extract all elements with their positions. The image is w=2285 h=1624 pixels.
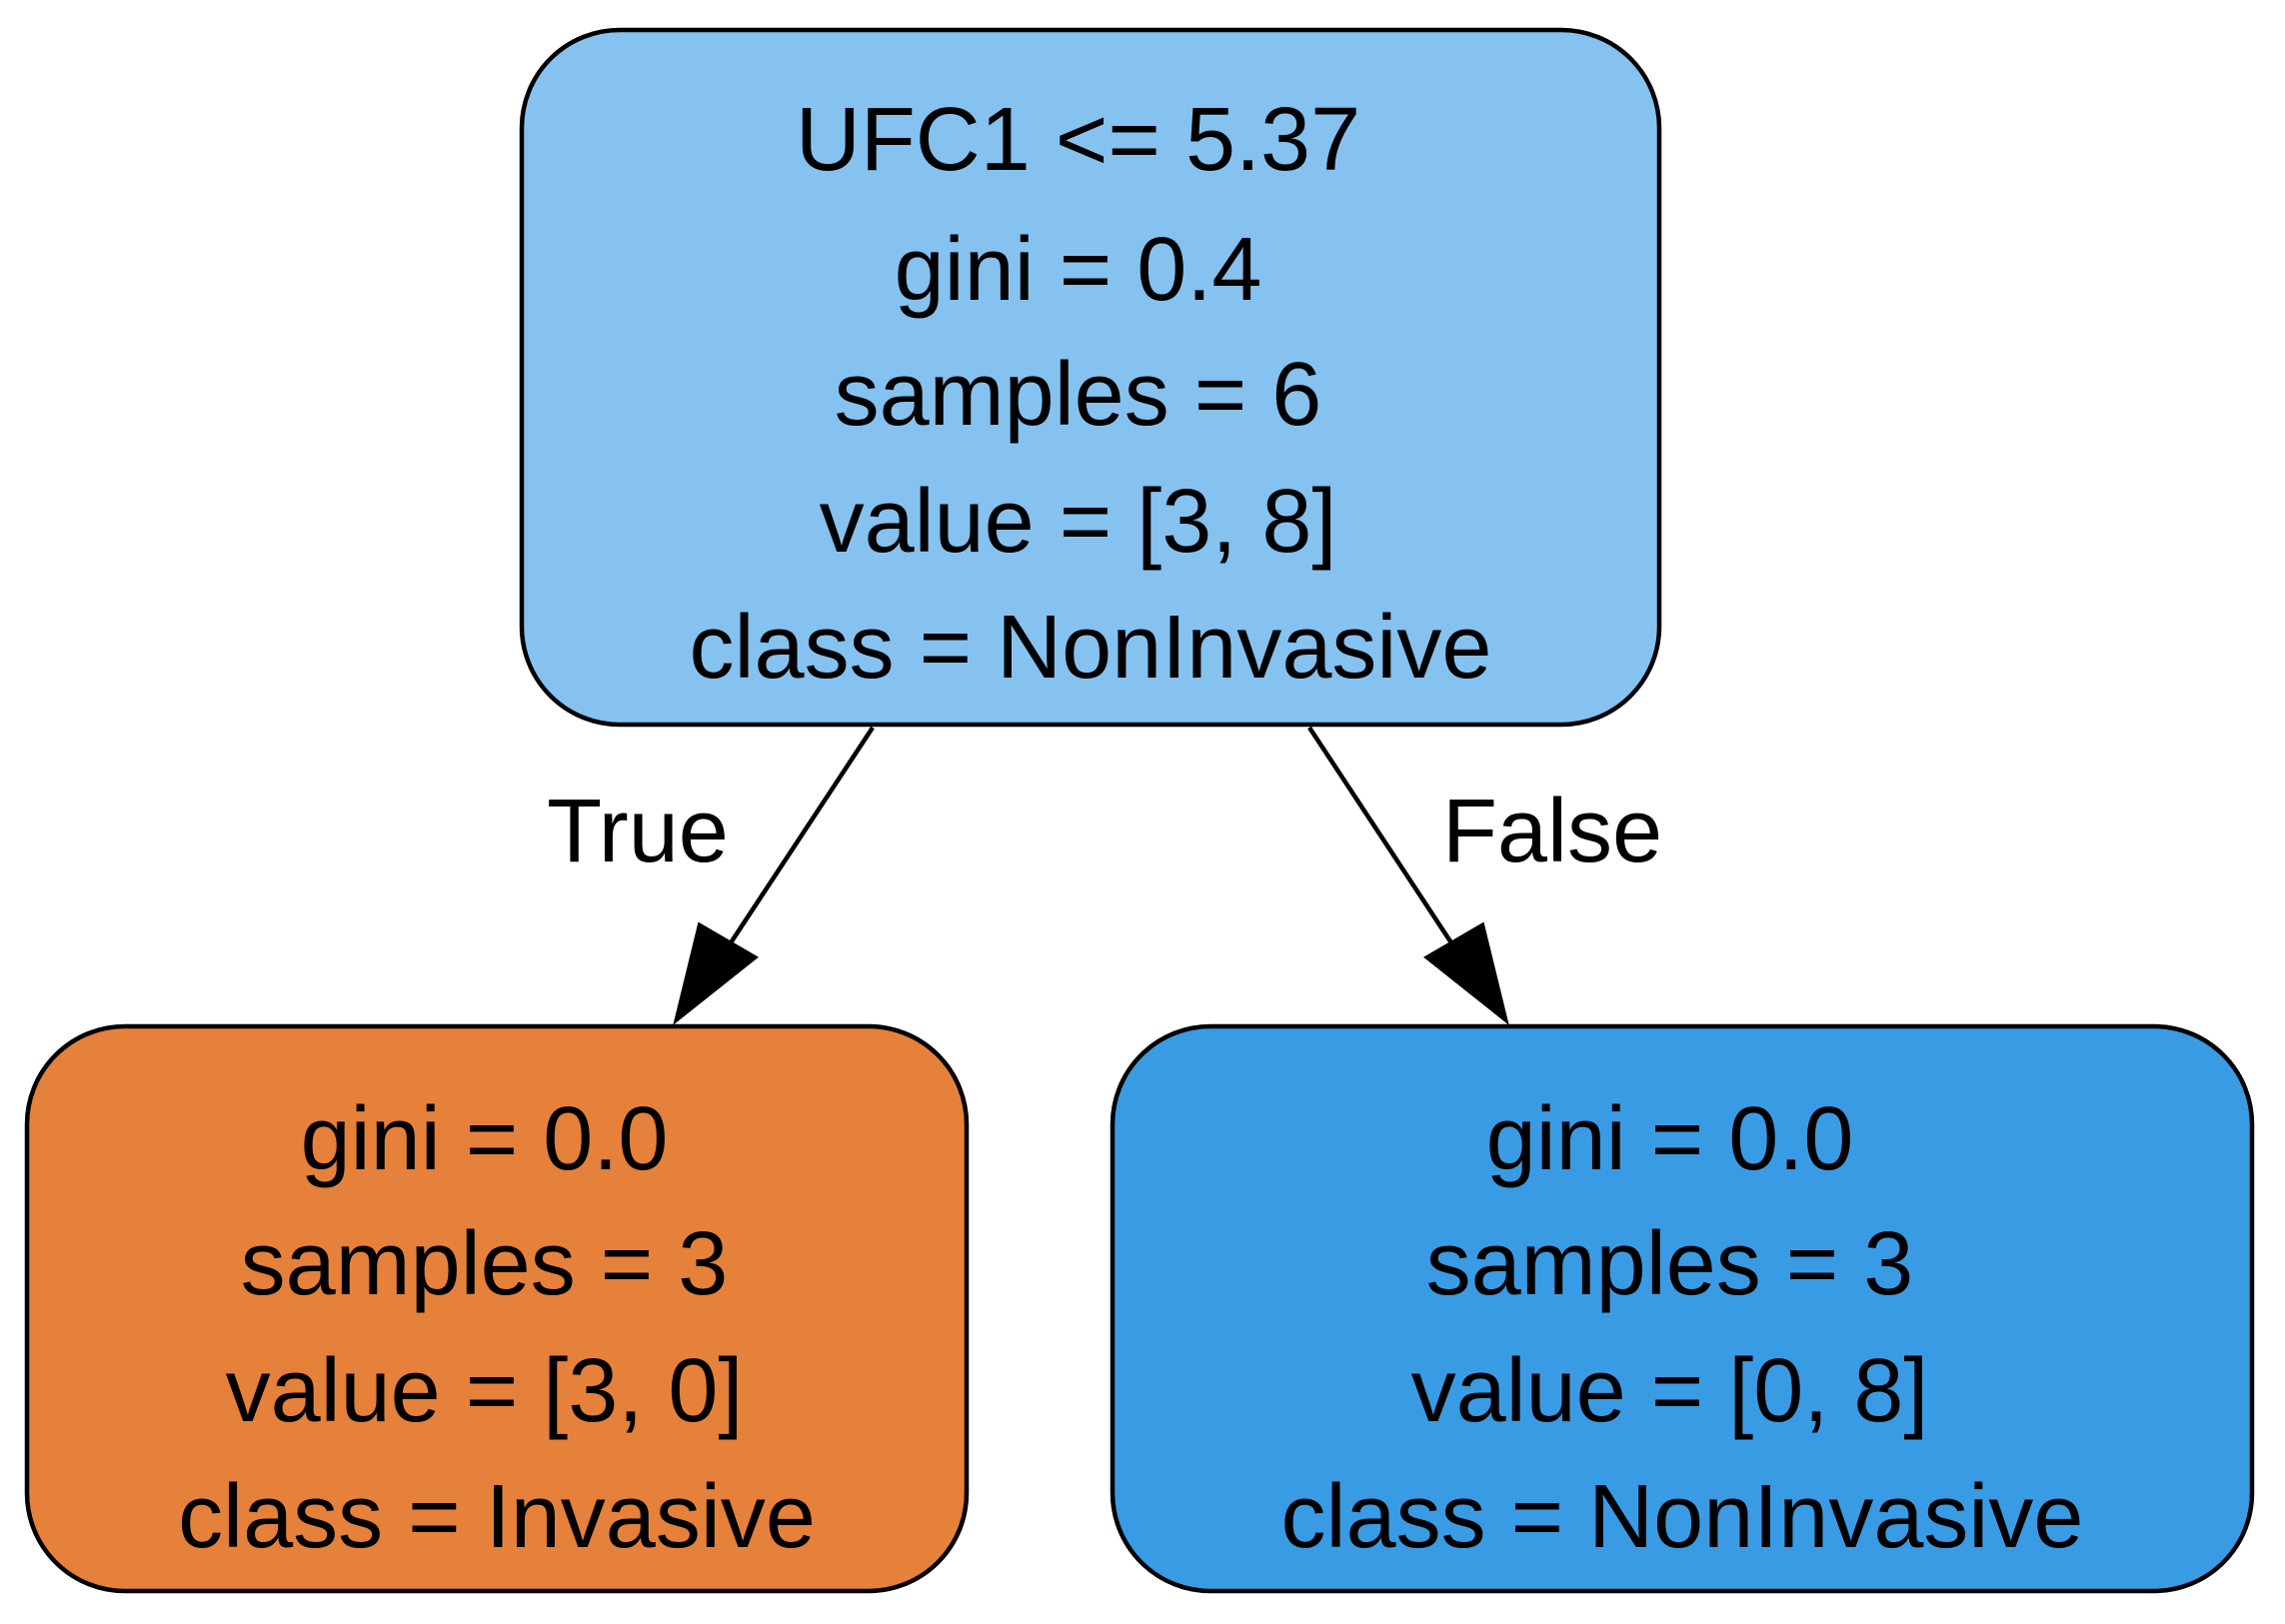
root-gini: gini = 0.4: [895, 220, 1262, 320]
edge-true-label: True: [547, 782, 729, 881]
left-leaf-class: class = Invasive: [178, 1467, 816, 1567]
left-leaf-samples: samples = 3: [241, 1214, 729, 1314]
right-leaf-samples: samples = 3: [1426, 1214, 1914, 1314]
svg-text:gini = 0.0 samples = 3: gini = 0.0 samples = 3 value = [0, 8] cl…: [1281, 1089, 2084, 1567]
edge-false-label: False: [1442, 782, 1662, 881]
left-leaf-box: [24, 1023, 970, 1594]
root-samples: samples = 6: [835, 345, 1322, 445]
root-class: class = NonInvasive: [690, 598, 1492, 698]
left-leaf-gini: gini = 0.0: [301, 1089, 669, 1189]
edge-true: True: [547, 726, 875, 1025]
right-leaf-box: [1110, 1023, 2255, 1594]
root-node-box: [519, 27, 1662, 728]
right-leaf-value: value = [0, 8]: [1411, 1341, 1929, 1441]
right-leaf-gini: gini = 0.0: [1486, 1089, 1854, 1189]
root-node: UFC1 <= 5.37 gini = 0.4 samples = 6 valu…: [519, 27, 1662, 728]
left-leaf-value: value = [3, 0]: [226, 1341, 744, 1441]
edge-true-line: [726, 726, 875, 949]
right-leaf-node: gini = 0.0 samples = 3 value = [0, 8] cl…: [1110, 1023, 2255, 1594]
svg-text:gini = 0.0 samples = 3: gini = 0.0 samples = 3 value = [3, 0] cl…: [178, 1089, 816, 1567]
edge-false-arrowhead: [1423, 921, 1509, 1025]
edge-false: False: [1307, 726, 1662, 1025]
svg-text:UFC1 <= 5.37 gini = 0.4: UFC1 <= 5.37 gini = 0.4 samples = 6 valu…: [690, 90, 1492, 698]
edge-false-line: [1307, 726, 1456, 949]
left-leaf-node: gini = 0.0 samples = 3 value = [3, 0] cl…: [24, 1023, 970, 1594]
edge-true-arrowhead: [673, 921, 759, 1025]
right-leaf-class: class = NonInvasive: [1281, 1467, 2084, 1567]
root-split-condition: UFC1 <= 5.37: [796, 90, 1360, 190]
root-value: value = [3, 8]: [820, 472, 1337, 572]
